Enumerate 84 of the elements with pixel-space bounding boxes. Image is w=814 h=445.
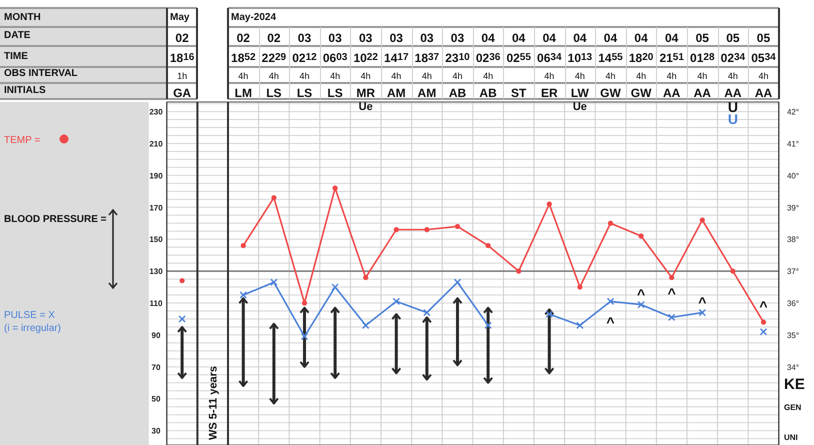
point	[760, 320, 766, 325]
point	[608, 220, 614, 226]
annotation: Ue	[358, 101, 373, 113]
y2-tick-label: 36°	[786, 299, 800, 308]
y2-tick-label: 37°	[786, 267, 800, 276]
point	[302, 300, 308, 306]
y2-tick-label: 42°	[786, 108, 800, 117]
annotation: ^	[606, 314, 615, 330]
y-tick-label: 70	[152, 362, 161, 372]
y-tick-label: 150	[149, 235, 164, 244]
point	[700, 217, 705, 223]
y2-tick-label: 39°	[786, 203, 800, 212]
y-tick-label: 90	[152, 330, 161, 340]
point	[637, 300, 645, 308]
point	[240, 242, 246, 248]
y-tick-label: 30	[152, 426, 161, 436]
point	[730, 268, 736, 274]
point	[760, 328, 768, 336]
text: UNI	[784, 433, 798, 442]
text: GEN	[784, 403, 802, 412]
point	[424, 227, 430, 232]
point	[271, 195, 276, 200]
y-tick-label: 190	[149, 171, 164, 180]
y-tick-label: 50	[152, 394, 161, 404]
point	[668, 314, 676, 322]
point	[454, 278, 462, 286]
point	[331, 283, 339, 291]
point	[180, 278, 185, 284]
y-tick-label: 110	[150, 299, 164, 308]
annotation: ^	[759, 298, 768, 314]
point	[576, 322, 584, 330]
y2-tick-label: 34°	[786, 362, 800, 372]
y-tick-label: 130	[149, 267, 164, 276]
bar	[242, 298, 245, 386]
annotation: ^	[668, 285, 676, 301]
point	[332, 186, 338, 191]
text: MONTH	[4, 12, 41, 23]
annotation: WS 5-11 years	[208, 366, 220, 440]
text: INITIALS	[4, 85, 46, 96]
point	[423, 308, 431, 316]
annotation: ^	[637, 286, 646, 302]
text: May-2024	[231, 12, 276, 23]
y2-tick-label: 41°	[786, 139, 800, 148]
bar	[334, 308, 337, 378]
point	[638, 233, 644, 239]
y2-tick-label: 35°	[786, 330, 800, 340]
point	[362, 322, 370, 330]
point	[669, 274, 674, 280]
text: TIME	[4, 51, 28, 62]
point	[698, 308, 706, 316]
y-tick-label: 210	[149, 139, 164, 148]
y2-tick-label: 40°	[786, 171, 800, 180]
text: PULSE = X (i = irregular)	[4, 310, 61, 334]
point	[516, 268, 522, 274]
point	[392, 298, 400, 306]
text: OBS INTERVAL	[4, 68, 78, 79]
point	[486, 242, 491, 248]
bar	[180, 326, 184, 378]
legend-label: TEMP =	[4, 135, 40, 146]
point	[484, 322, 492, 330]
point	[300, 332, 308, 340]
text: KE	[784, 376, 805, 393]
point	[546, 310, 553, 318]
point	[270, 278, 278, 286]
bar	[456, 298, 459, 366]
legend-label: BLOOD PRESSURE =	[4, 214, 107, 225]
bar	[394, 314, 398, 374]
y-tick-label: 170	[149, 203, 164, 212]
point	[240, 291, 247, 299]
y2-tick-label: 38°	[786, 235, 800, 244]
point	[546, 202, 552, 207]
bar	[272, 324, 276, 404]
point	[363, 274, 368, 280]
point	[394, 227, 399, 232]
text: May	[170, 12, 190, 23]
point	[577, 284, 582, 290]
y-tick-label: 230	[149, 108, 164, 117]
point	[606, 298, 614, 306]
point	[178, 315, 186, 323]
text: DATE	[4, 30, 31, 41]
point	[454, 224, 460, 230]
annotation: Ue	[572, 101, 587, 113]
bar	[425, 317, 428, 380]
annotation: ^	[698, 294, 706, 310]
